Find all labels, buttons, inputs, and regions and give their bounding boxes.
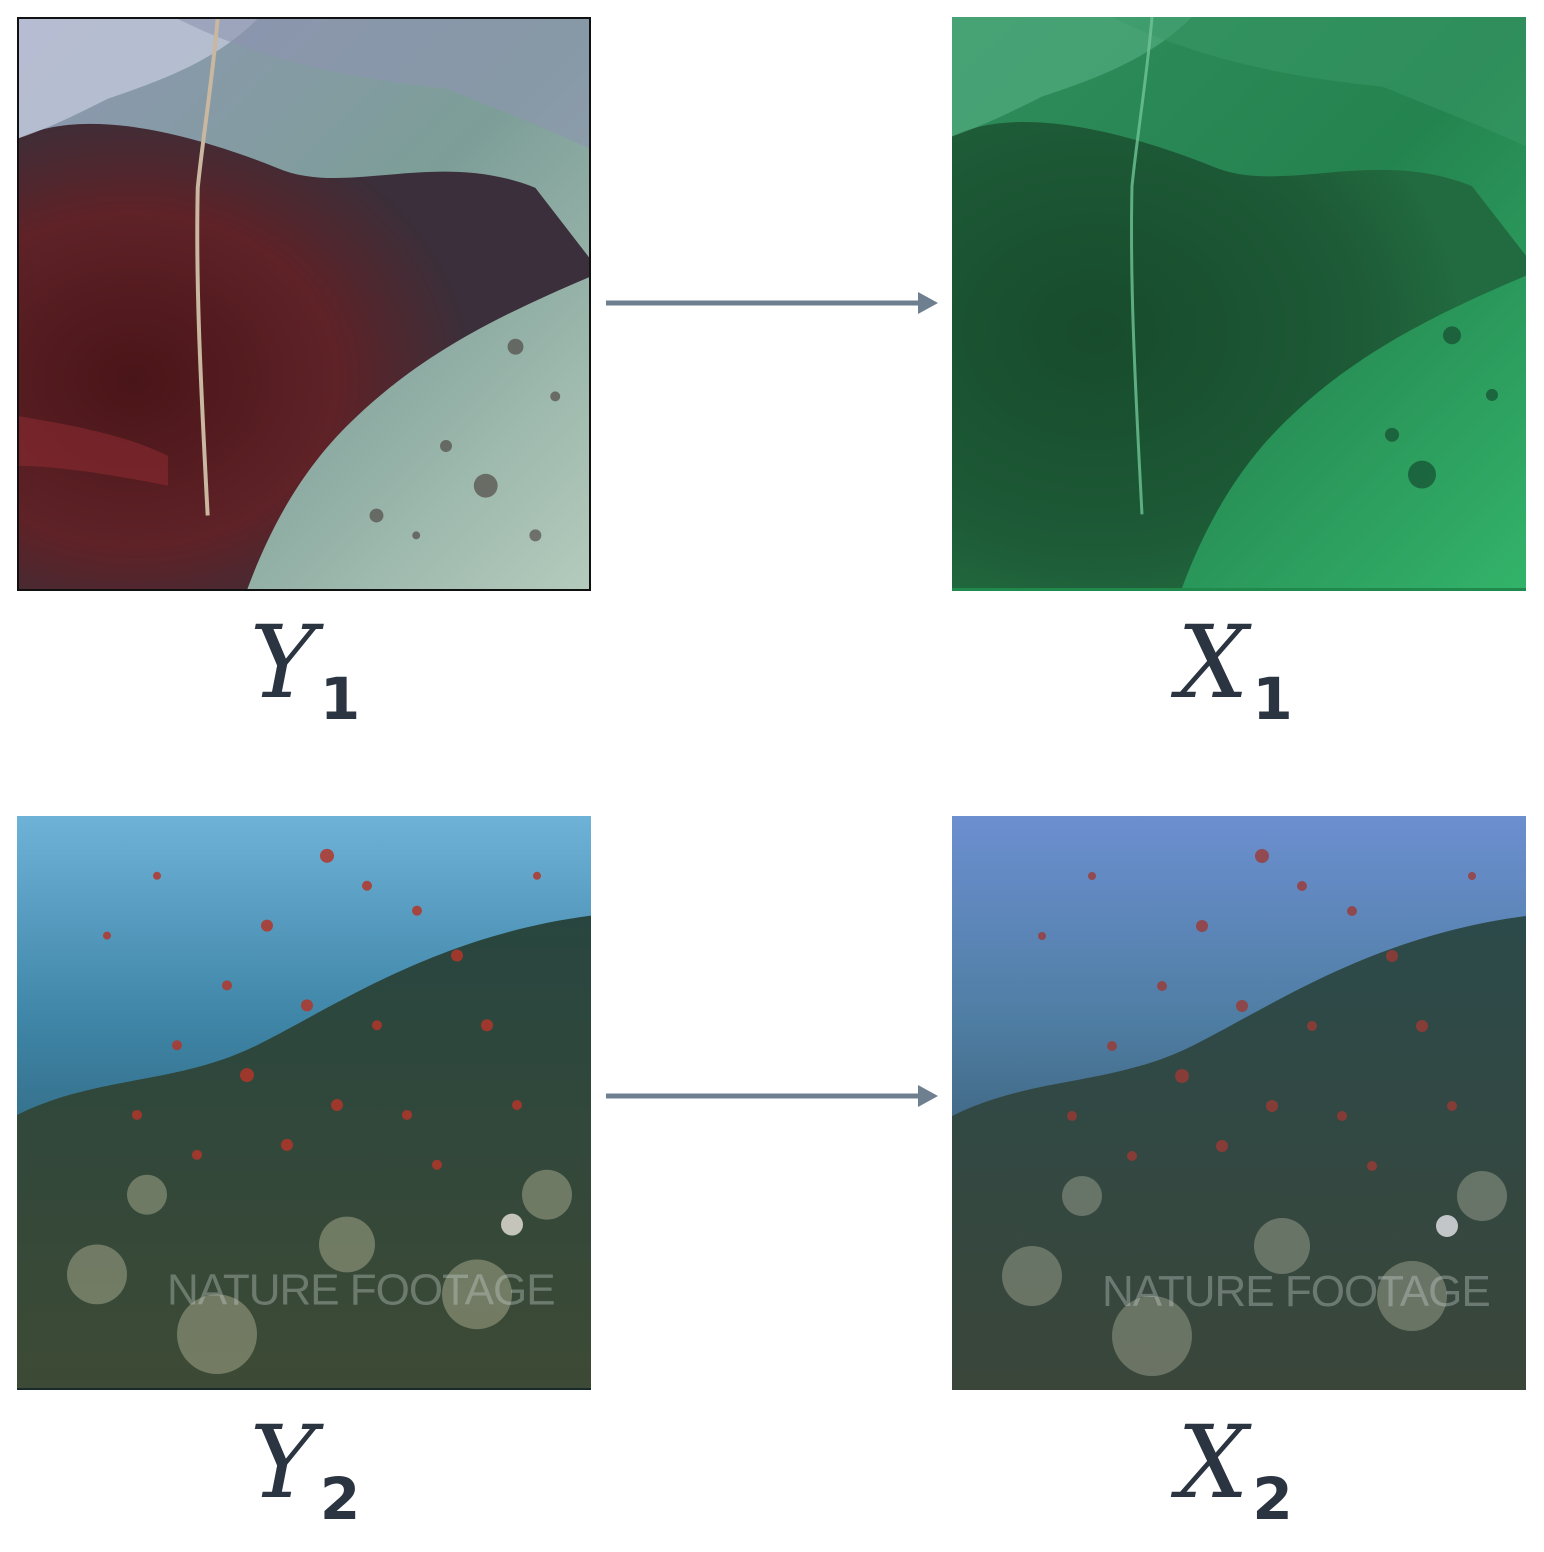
label-x2: X2 xyxy=(1085,1398,1385,1533)
input-image-y2: NATURE FOOTAGE xyxy=(17,816,591,1390)
label-variable: Y xyxy=(249,604,316,721)
output-image-x1 xyxy=(952,17,1526,591)
label-subscript: 1 xyxy=(1252,665,1293,733)
output-image-x2: NATURE FOOTAGE xyxy=(952,816,1526,1390)
transform-arrow xyxy=(606,1085,938,1107)
watermark-text: NATURE FOOTAGE xyxy=(167,1265,555,1314)
label-y1: Y1 xyxy=(155,598,455,733)
watermark-text: NATURE FOOTAGE xyxy=(1102,1267,1490,1316)
label-subscript: 1 xyxy=(319,665,361,733)
label-variable: X xyxy=(1177,1404,1249,1521)
label-variable: Y xyxy=(249,1404,316,1521)
label-variable: X xyxy=(1177,604,1249,721)
label-y2: Y2 xyxy=(155,1398,455,1533)
input-image-y1 xyxy=(17,17,591,591)
transform-arrow xyxy=(606,292,938,314)
label-x1: X1 xyxy=(1085,598,1385,733)
label-subscript: 2 xyxy=(319,1465,361,1533)
label-subscript: 2 xyxy=(1252,1465,1293,1533)
